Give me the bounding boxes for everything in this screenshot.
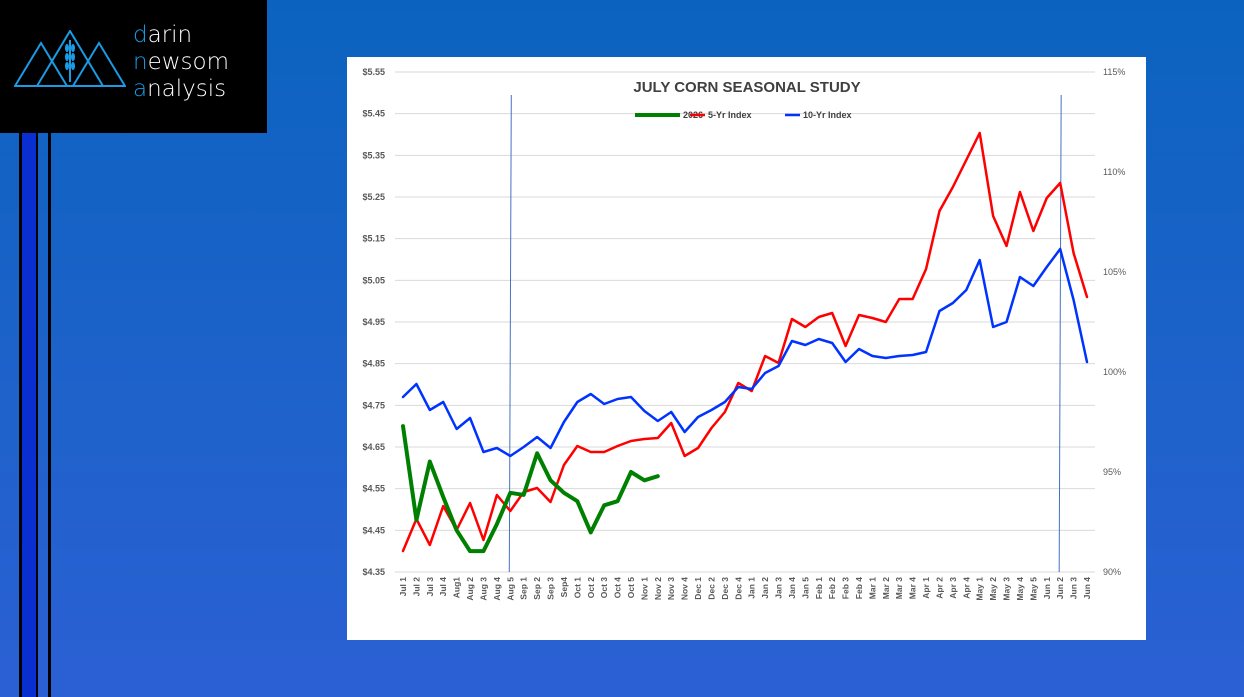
x-tick-label: Jun 3 bbox=[1069, 577, 1079, 599]
logo-letter: n bbox=[133, 49, 148, 75]
decor-bar bbox=[22, 133, 36, 697]
x-tick-label: Dec 4 bbox=[733, 577, 743, 600]
x-tick-label: Oct 3 bbox=[599, 577, 609, 599]
x-tick-label: Jul 2 bbox=[411, 577, 421, 597]
x-tick-label: May 4 bbox=[1015, 577, 1025, 601]
x-tick-label: Jan 4 bbox=[787, 577, 797, 599]
x-tick-label: Oct 4 bbox=[613, 577, 623, 599]
x-tick-label: Oct 1 bbox=[572, 577, 582, 599]
y-tick-label-left: $4.95 bbox=[362, 317, 385, 327]
x-tick-label: Mar 1 bbox=[867, 577, 877, 599]
series-line-10-yr-index bbox=[401, 247, 1089, 458]
y-tick-label-right: 110% bbox=[1103, 167, 1125, 177]
decor-bar bbox=[48, 133, 51, 697]
decor-bar bbox=[19, 133, 22, 697]
chart-title: JULY CORN SEASONAL STUDY bbox=[633, 79, 860, 96]
x-tick-label: Nov 1 bbox=[639, 577, 649, 600]
vertical-marker-line bbox=[1058, 94, 1062, 573]
y-tick-label-left: $5.15 bbox=[362, 234, 385, 244]
x-tick-label: Mar 4 bbox=[908, 577, 918, 599]
x-tick-label: Jul 4 bbox=[438, 577, 448, 597]
x-tick-label: Jan 5 bbox=[800, 577, 810, 599]
y-tick-label-left: $5.35 bbox=[362, 150, 385, 160]
x-tick-label: Nov 3 bbox=[666, 577, 676, 600]
x-tick-label: Jun 1 bbox=[1042, 577, 1052, 599]
y-tick-label-left: $4.65 bbox=[362, 442, 385, 452]
x-tick-label: Jul 1 bbox=[398, 577, 408, 597]
y-tick-label-right: 95% bbox=[1103, 467, 1121, 477]
x-tick-label: Feb 2 bbox=[827, 577, 837, 599]
logo: darin newsom analysis bbox=[0, 0, 267, 133]
x-tick-label: Mar 3 bbox=[894, 577, 904, 599]
y-tick-label-left: $4.45 bbox=[362, 525, 385, 535]
y-tick-label-right: 115% bbox=[1103, 67, 1125, 77]
x-tick-label: Apr 3 bbox=[948, 577, 958, 599]
x-tick-label: May 1 bbox=[975, 577, 985, 601]
x-tick-label: Aug 3 bbox=[478, 577, 488, 601]
x-tick-label: Apr 1 bbox=[921, 577, 931, 599]
y-tick-label-left: $4.85 bbox=[362, 359, 385, 369]
x-tick-label: Sep 3 bbox=[546, 577, 556, 600]
y-tick-label-left: $4.55 bbox=[362, 484, 385, 494]
legend-label: 5-Yr Index bbox=[708, 110, 752, 120]
logo-word: nalysis bbox=[147, 76, 227, 102]
x-tick-label: Oct 2 bbox=[586, 577, 596, 599]
x-tick-label: Sep 2 bbox=[532, 577, 542, 600]
logo-text: darin newsom analysis bbox=[133, 22, 229, 103]
y-tick-label-right: 105% bbox=[1103, 267, 1126, 277]
x-tick-label: Apr 2 bbox=[934, 577, 944, 599]
decor-bar bbox=[36, 133, 38, 697]
x-tick-label: Oct 5 bbox=[626, 577, 636, 599]
x-tick-label: Sep 1 bbox=[519, 577, 529, 600]
y-tick-label-left: $4.75 bbox=[362, 400, 385, 410]
x-tick-label: Jan 1 bbox=[747, 577, 757, 599]
x-tick-label: Feb 3 bbox=[841, 577, 851, 599]
x-tick-label: Mar 2 bbox=[881, 577, 891, 599]
legend-label: 10-Yr Index bbox=[803, 110, 852, 120]
x-tick-label: Dec 3 bbox=[720, 577, 730, 600]
x-tick-label: Dec 2 bbox=[706, 577, 716, 600]
x-tick-label: Jun 4 bbox=[1082, 577, 1092, 599]
seasonal-chart: $4.35 $4.45 $4.55 $4.65 $4.75 $4.85 $4.95 $5.05… bbox=[362, 67, 1126, 601]
x-tick-label: Sep4 bbox=[559, 577, 569, 598]
y-tick-label-left: $5.05 bbox=[362, 275, 385, 285]
x-tick-label: May 3 bbox=[1002, 577, 1012, 601]
x-tick-label: Jul 3 bbox=[425, 577, 435, 597]
chart-panel: $4.35 $4.45 $4.55 $4.65 $4.75 $4.85 $4.95 $5.05… bbox=[347, 57, 1146, 640]
x-tick-label: May 5 bbox=[1028, 577, 1038, 601]
x-tick-label: Jan 3 bbox=[774, 577, 784, 599]
x-tick-label: May 2 bbox=[988, 577, 998, 601]
y-tick-label-left: $4.35 bbox=[362, 567, 385, 577]
y-tick-label-left: $5.25 bbox=[362, 192, 385, 202]
x-tick-label: Aug 5 bbox=[505, 577, 515, 601]
x-tick-label: Aug 4 bbox=[492, 577, 502, 601]
x-tick-label: Aug1 bbox=[452, 577, 462, 599]
x-tick-label: Dec 1 bbox=[693, 577, 703, 600]
y-tick-label-left: $5.45 bbox=[362, 109, 385, 119]
y-tick-label-right: 100% bbox=[1103, 367, 1126, 377]
logo-letter: d bbox=[133, 22, 148, 48]
vertical-marker-line bbox=[508, 94, 512, 573]
y-tick-label-right: 90% bbox=[1103, 567, 1121, 577]
x-tick-label: Jan 2 bbox=[760, 577, 770, 599]
x-tick-label: Apr 4 bbox=[961, 577, 971, 599]
logo-word: ew bbox=[147, 49, 181, 75]
mountain-wheat-logo-icon bbox=[14, 30, 126, 87]
logo-letter: a bbox=[133, 76, 148, 102]
x-tick-label: Aug 2 bbox=[465, 577, 475, 601]
x-tick-label: Feb 4 bbox=[854, 577, 864, 599]
series-line-2026 bbox=[401, 424, 660, 554]
x-tick-label: Nov 2 bbox=[653, 577, 663, 600]
x-tick-label: Nov 4 bbox=[680, 577, 690, 600]
y-tick-label-left: $5.55 bbox=[362, 67, 385, 77]
logo-word: arin bbox=[147, 22, 193, 48]
logo-word: som bbox=[180, 49, 230, 75]
x-tick-label: Feb 1 bbox=[814, 577, 824, 599]
x-tick-label: Jun 2 bbox=[1055, 577, 1065, 599]
